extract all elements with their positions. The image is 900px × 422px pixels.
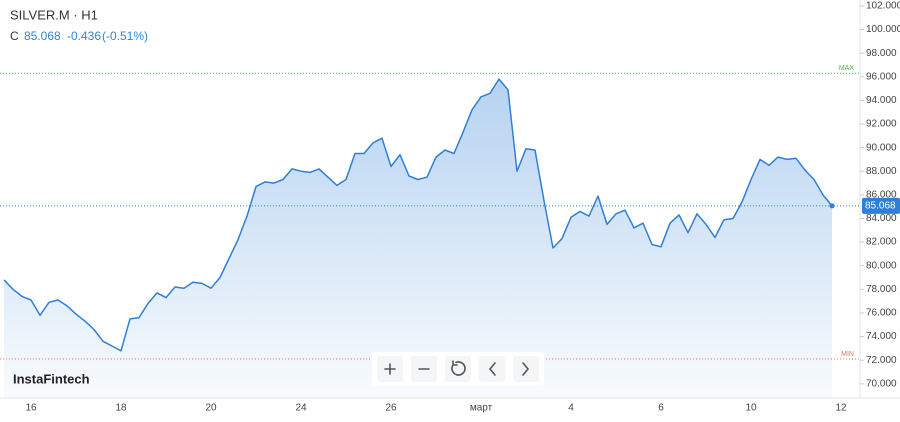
reset-icon — [451, 360, 466, 376]
y-tick-label: 76.000 — [866, 308, 897, 319]
area-fill — [4, 79, 832, 398]
y-tick-label: 84.000 — [866, 213, 897, 224]
y-tick-label: 88.000 — [866, 166, 897, 177]
y-tick-label: 90.000 — [866, 142, 897, 153]
y-tick-label: 74.000 — [866, 331, 897, 342]
y-tick-label: 78.000 — [866, 284, 897, 295]
change-value: -0.436 — [67, 29, 101, 43]
x-tick-label: 16 — [25, 403, 37, 414]
min-line-label: MIN — [841, 351, 854, 358]
x-tick-label: 18 — [115, 403, 127, 414]
y-tick-label: 70.000 — [866, 378, 897, 389]
close-label: C — [10, 29, 19, 43]
y-tick-label: 82.000 — [866, 237, 897, 248]
x-tick-label: 20 — [205, 403, 217, 414]
x-tick-label: март — [470, 403, 493, 414]
scroll-right-button[interactable] — [513, 356, 539, 382]
y-tick-label: 86.000 — [866, 190, 897, 201]
change-percent: (-0.51%) — [102, 29, 148, 43]
price-label: 85.068 — [865, 201, 896, 212]
max-line-label: MAX — [839, 65, 855, 72]
y-tick-label: 96.000 — [866, 71, 897, 82]
x-tick-label: 24 — [295, 403, 307, 414]
zoom-in-icon — [384, 363, 396, 375]
y-tick-label: 94.000 — [866, 95, 897, 106]
reset-button[interactable] — [445, 356, 471, 382]
y-tick-label: 92.000 — [866, 119, 897, 130]
x-tick-label: 26 — [385, 403, 397, 414]
close-value: 85.068 — [24, 29, 61, 43]
y-tick-label: 80.000 — [866, 260, 897, 271]
price-label-bg — [862, 197, 900, 214]
y-tick-label: 102.000 — [866, 1, 900, 12]
scroll-right-icon — [522, 362, 530, 376]
price-line — [3, 78, 833, 352]
y-tick-label: 98.000 — [866, 48, 897, 59]
x-tick-label: 10 — [745, 403, 757, 414]
scroll-left-icon — [488, 362, 496, 376]
last-price-dot — [829, 203, 835, 209]
x-tick-label: 6 — [658, 403, 664, 414]
brand: InstaFintech — [13, 371, 90, 386]
x-tick-label: 12 — [835, 403, 847, 414]
scroll-left-button[interactable] — [479, 356, 505, 382]
y-tick-label: 100.000 — [866, 24, 900, 35]
toolbar — [372, 352, 544, 386]
x-tick-label: 4 — [568, 403, 574, 414]
symbol-title: SILVER.M · H1 — [10, 7, 98, 22]
y-tick-label: 72.000 — [866, 355, 897, 366]
